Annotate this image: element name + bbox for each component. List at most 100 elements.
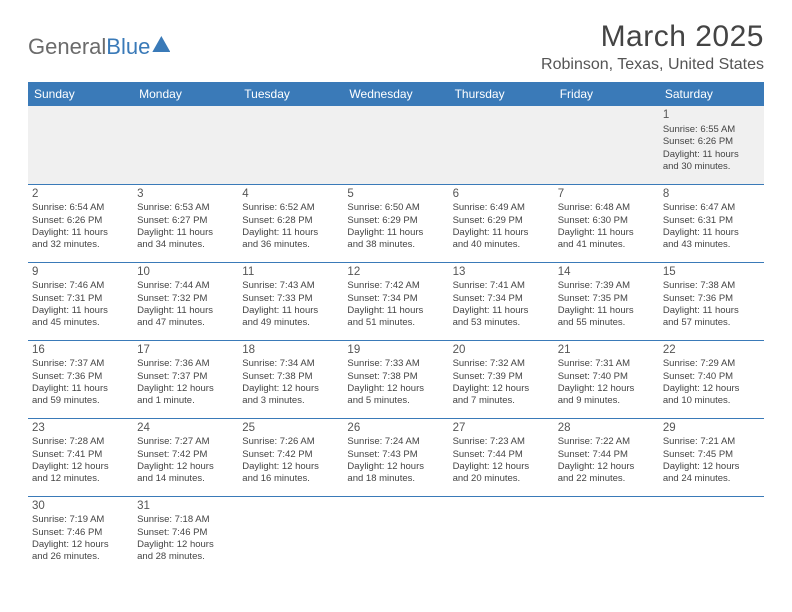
day-line: Daylight: 12 hours bbox=[32, 539, 129, 551]
day-line: and 43 minutes. bbox=[663, 239, 760, 251]
day-line: Sunset: 6:26 PM bbox=[32, 215, 129, 227]
calendar-row: 2Sunrise: 6:54 AMSunset: 6:26 PMDaylight… bbox=[28, 184, 764, 262]
day-line: Sunrise: 7:24 AM bbox=[347, 436, 444, 448]
calendar-cell: 29Sunrise: 7:21 AMSunset: 7:45 PMDayligh… bbox=[659, 418, 764, 496]
day-line: Sunrise: 7:44 AM bbox=[137, 280, 234, 292]
day-number: 11 bbox=[242, 265, 339, 280]
day-line: and 20 minutes. bbox=[453, 473, 550, 485]
calendar-cell: 10Sunrise: 7:44 AMSunset: 7:32 PMDayligh… bbox=[133, 262, 238, 340]
day-line: and 7 minutes. bbox=[453, 395, 550, 407]
day-line: Daylight: 12 hours bbox=[453, 383, 550, 395]
day-line: Sunset: 6:29 PM bbox=[347, 215, 444, 227]
day-line: and 26 minutes. bbox=[32, 551, 129, 563]
day-line: Daylight: 11 hours bbox=[347, 305, 444, 317]
day-line: and 51 minutes. bbox=[347, 317, 444, 329]
calendar-cell bbox=[28, 106, 133, 184]
day-line: and 57 minutes. bbox=[663, 317, 760, 329]
calendar-cell bbox=[449, 106, 554, 184]
day-line: and 36 minutes. bbox=[242, 239, 339, 251]
day-number: 20 bbox=[453, 343, 550, 358]
day-line: Daylight: 11 hours bbox=[242, 227, 339, 239]
day-line: Daylight: 11 hours bbox=[663, 149, 760, 161]
day-line: Sunset: 7:44 PM bbox=[453, 449, 550, 461]
calendar-cell: 21Sunrise: 7:31 AMSunset: 7:40 PMDayligh… bbox=[554, 340, 659, 418]
day-line: Sunset: 7:37 PM bbox=[137, 371, 234, 383]
calendar-cell bbox=[449, 496, 554, 574]
calendar-cell: 14Sunrise: 7:39 AMSunset: 7:35 PMDayligh… bbox=[554, 262, 659, 340]
day-line: Sunrise: 7:23 AM bbox=[453, 436, 550, 448]
calendar-cell: 2Sunrise: 6:54 AMSunset: 6:26 PMDaylight… bbox=[28, 184, 133, 262]
day-line: Sunset: 6:28 PM bbox=[242, 215, 339, 227]
calendar-table: Sunday Monday Tuesday Wednesday Thursday… bbox=[28, 82, 764, 574]
calendar-cell: 20Sunrise: 7:32 AMSunset: 7:39 PMDayligh… bbox=[449, 340, 554, 418]
title-block: March 2025 Robinson, Texas, United State… bbox=[541, 20, 764, 74]
day-line: Daylight: 11 hours bbox=[453, 305, 550, 317]
day-number: 17 bbox=[137, 343, 234, 358]
day-line: Daylight: 12 hours bbox=[663, 383, 760, 395]
calendar-cell bbox=[343, 496, 448, 574]
day-line: and 1 minute. bbox=[137, 395, 234, 407]
day-line: Sunrise: 7:36 AM bbox=[137, 358, 234, 370]
day-line: Daylight: 12 hours bbox=[347, 461, 444, 473]
day-line: Daylight: 11 hours bbox=[32, 227, 129, 239]
day-line: Sunset: 7:31 PM bbox=[32, 293, 129, 305]
day-number: 1 bbox=[663, 108, 760, 123]
day-line: Sunset: 7:35 PM bbox=[558, 293, 655, 305]
calendar-cell: 23Sunrise: 7:28 AMSunset: 7:41 PMDayligh… bbox=[28, 418, 133, 496]
day-line: Sunrise: 7:43 AM bbox=[242, 280, 339, 292]
calendar-cell: 3Sunrise: 6:53 AMSunset: 6:27 PMDaylight… bbox=[133, 184, 238, 262]
day-line: Sunset: 6:31 PM bbox=[663, 215, 760, 227]
calendar-cell: 12Sunrise: 7:42 AMSunset: 7:34 PMDayligh… bbox=[343, 262, 448, 340]
calendar-cell: 7Sunrise: 6:48 AMSunset: 6:30 PMDaylight… bbox=[554, 184, 659, 262]
day-number: 18 bbox=[242, 343, 339, 358]
day-line: Sunset: 7:43 PM bbox=[347, 449, 444, 461]
day-line: Sunset: 7:41 PM bbox=[32, 449, 129, 461]
day-line: Daylight: 12 hours bbox=[558, 461, 655, 473]
day-line: Sunrise: 7:33 AM bbox=[347, 358, 444, 370]
calendar-row: 1Sunrise: 6:55 AMSunset: 6:26 PMDaylight… bbox=[28, 106, 764, 184]
day-line: Daylight: 11 hours bbox=[558, 227, 655, 239]
day-number: 5 bbox=[347, 187, 444, 202]
header: GeneralBlue March 2025 Robinson, Texas, … bbox=[28, 20, 764, 74]
col-friday: Friday bbox=[554, 82, 659, 106]
calendar-cell: 8Sunrise: 6:47 AMSunset: 6:31 PMDaylight… bbox=[659, 184, 764, 262]
day-line: Sunrise: 6:50 AM bbox=[347, 202, 444, 214]
day-line: Sunrise: 7:38 AM bbox=[663, 280, 760, 292]
day-line: Daylight: 12 hours bbox=[558, 383, 655, 395]
day-line: Sunrise: 7:34 AM bbox=[242, 358, 339, 370]
calendar-cell: 4Sunrise: 6:52 AMSunset: 6:28 PMDaylight… bbox=[238, 184, 343, 262]
day-number: 21 bbox=[558, 343, 655, 358]
day-number: 30 bbox=[32, 499, 129, 514]
calendar-cell: 24Sunrise: 7:27 AMSunset: 7:42 PMDayligh… bbox=[133, 418, 238, 496]
day-line: Sunrise: 6:55 AM bbox=[663, 124, 760, 136]
day-line: Daylight: 11 hours bbox=[242, 305, 339, 317]
day-line: Sunset: 7:40 PM bbox=[558, 371, 655, 383]
day-line: Sunset: 7:33 PM bbox=[242, 293, 339, 305]
day-line: Daylight: 11 hours bbox=[32, 383, 129, 395]
day-line: and 9 minutes. bbox=[558, 395, 655, 407]
day-number: 7 bbox=[558, 187, 655, 202]
day-line: Sunrise: 7:46 AM bbox=[32, 280, 129, 292]
day-number: 27 bbox=[453, 421, 550, 436]
day-number: 28 bbox=[558, 421, 655, 436]
day-line: Sunset: 7:34 PM bbox=[453, 293, 550, 305]
calendar-cell: 13Sunrise: 7:41 AMSunset: 7:34 PMDayligh… bbox=[449, 262, 554, 340]
day-line: Sunrise: 7:29 AM bbox=[663, 358, 760, 370]
day-line: Sunrise: 6:53 AM bbox=[137, 202, 234, 214]
day-line: and 18 minutes. bbox=[347, 473, 444, 485]
day-line: Daylight: 11 hours bbox=[558, 305, 655, 317]
day-line: Sunrise: 7:27 AM bbox=[137, 436, 234, 448]
day-line: Sunset: 7:42 PM bbox=[242, 449, 339, 461]
calendar-cell bbox=[238, 106, 343, 184]
day-line: Sunrise: 6:48 AM bbox=[558, 202, 655, 214]
day-line: Daylight: 11 hours bbox=[137, 305, 234, 317]
day-line: Sunrise: 7:18 AM bbox=[137, 514, 234, 526]
col-tuesday: Tuesday bbox=[238, 82, 343, 106]
calendar-cell bbox=[554, 496, 659, 574]
day-line: and 55 minutes. bbox=[558, 317, 655, 329]
calendar-row: 9Sunrise: 7:46 AMSunset: 7:31 PMDaylight… bbox=[28, 262, 764, 340]
day-number: 25 bbox=[242, 421, 339, 436]
day-line: and 24 minutes. bbox=[663, 473, 760, 485]
calendar-cell: 9Sunrise: 7:46 AMSunset: 7:31 PMDaylight… bbox=[28, 262, 133, 340]
day-line: Daylight: 12 hours bbox=[242, 461, 339, 473]
